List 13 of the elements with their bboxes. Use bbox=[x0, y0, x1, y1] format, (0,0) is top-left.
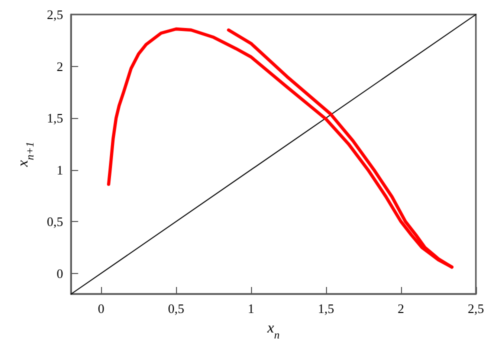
x-tick-label: 2 bbox=[398, 301, 404, 316]
y-tick-label: 0,5 bbox=[46, 214, 64, 230]
x-tick-label: 1,5 bbox=[318, 301, 334, 316]
x-tick-label: 0,5 bbox=[168, 301, 184, 316]
x-tick-label: 2,5 bbox=[468, 301, 484, 316]
y-tick-label: 1,5 bbox=[46, 110, 64, 126]
y-tick-label: 0 bbox=[56, 266, 64, 281]
y-tick-label: 2 bbox=[56, 58, 64, 74]
x-tick-label: 1 bbox=[248, 301, 254, 316]
y-tick-label: 2,5 bbox=[46, 7, 64, 22]
y-axis-title: xn+1 bbox=[16, 142, 36, 168]
y-tick-label: 1 bbox=[56, 162, 64, 178]
x-tick-label: 0 bbox=[98, 301, 104, 316]
